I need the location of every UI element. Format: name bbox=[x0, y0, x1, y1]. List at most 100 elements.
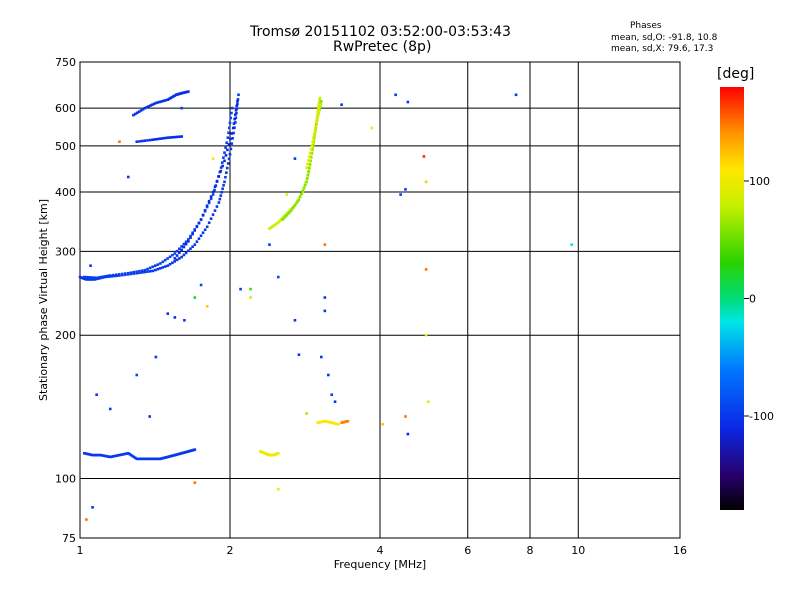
trace-point bbox=[195, 225, 199, 229]
trace-point bbox=[146, 267, 149, 271]
trace-point bbox=[107, 455, 110, 458]
trace-point bbox=[225, 141, 229, 144]
trace-point bbox=[209, 195, 213, 198]
scatter-point bbox=[249, 287, 252, 291]
trace-point bbox=[209, 197, 213, 201]
trace-point bbox=[187, 238, 190, 241]
trace-point bbox=[135, 140, 139, 144]
trace-point bbox=[148, 266, 152, 270]
trace-point bbox=[292, 205, 295, 209]
trace-point bbox=[145, 105, 149, 109]
trace-point bbox=[172, 95, 175, 98]
trace-point bbox=[154, 101, 158, 105]
chart-title: Tromsø 20151102 03:52:00-03:53:43 bbox=[250, 24, 511, 40]
scatter-point bbox=[406, 432, 410, 436]
trace-point bbox=[160, 100, 164, 103]
trace-point bbox=[234, 121, 237, 124]
trace-point bbox=[300, 192, 303, 196]
trace-point bbox=[158, 266, 162, 270]
trace-point bbox=[166, 257, 169, 260]
trace-point bbox=[186, 249, 190, 253]
trace-point bbox=[189, 236, 192, 240]
scatter-point bbox=[118, 140, 121, 144]
trace-point bbox=[173, 135, 177, 139]
trace-point bbox=[105, 455, 109, 458]
scatter-point bbox=[426, 400, 430, 404]
trace-point bbox=[143, 457, 147, 461]
trace-point bbox=[222, 184, 225, 187]
trace-point bbox=[284, 213, 287, 217]
trace-point bbox=[230, 106, 234, 110]
trace-point bbox=[116, 454, 120, 457]
trace-point bbox=[139, 457, 143, 461]
trace-point bbox=[207, 199, 211, 203]
trace-point bbox=[114, 273, 118, 277]
scatter-point bbox=[570, 243, 573, 246]
trace-point bbox=[284, 215, 287, 218]
trace-point bbox=[158, 100, 162, 104]
trace-point bbox=[86, 278, 90, 281]
scatter-point bbox=[327, 373, 330, 377]
scatter-point bbox=[205, 305, 209, 308]
trace-point bbox=[140, 457, 144, 461]
trace-point bbox=[146, 139, 149, 142]
trace-point bbox=[290, 207, 294, 211]
trace-point bbox=[178, 257, 181, 260]
phases-stats-x-mode: mean, sd,X: 79.6, 17.3 bbox=[611, 44, 714, 54]
trace-point bbox=[302, 186, 306, 190]
trace-point bbox=[171, 136, 174, 139]
trace-point bbox=[276, 221, 280, 224]
scatter-point bbox=[166, 312, 170, 315]
trace-point bbox=[219, 166, 223, 169]
trace-point bbox=[282, 215, 286, 218]
trace-point bbox=[85, 452, 89, 456]
trace-point bbox=[235, 111, 238, 115]
scatter-point bbox=[422, 155, 426, 158]
scatter-point bbox=[394, 93, 397, 97]
trace-point bbox=[301, 189, 305, 193]
trace-point bbox=[275, 222, 279, 225]
trace-point bbox=[135, 111, 139, 115]
trace-point bbox=[228, 121, 232, 125]
y-tick-label: 75 bbox=[62, 532, 76, 545]
trace-point bbox=[293, 204, 297, 207]
trace-point bbox=[312, 132, 316, 136]
trace-point bbox=[161, 137, 165, 140]
trace-point bbox=[193, 448, 197, 451]
trace-point bbox=[132, 113, 135, 117]
trace-point bbox=[318, 107, 321, 111]
scatter-point bbox=[323, 296, 327, 299]
trace-point bbox=[90, 278, 94, 281]
trace-point bbox=[180, 135, 184, 138]
trace-point bbox=[147, 457, 151, 461]
trace-point bbox=[217, 201, 221, 204]
scatter-point bbox=[173, 316, 177, 319]
trace-point bbox=[218, 197, 222, 201]
scatter-point bbox=[323, 243, 327, 246]
trace-point bbox=[312, 136, 315, 140]
trace-point bbox=[134, 112, 137, 116]
phases-stats-o-mode: mean, sd,O: -91.8, 10.8 bbox=[611, 33, 718, 43]
trace-point bbox=[315, 118, 319, 121]
trace-point bbox=[223, 159, 226, 163]
scatter-point bbox=[404, 188, 407, 191]
trace-point bbox=[213, 185, 217, 189]
trace-point bbox=[227, 126, 231, 130]
trace-point bbox=[223, 180, 226, 184]
x-tick-label: 6 bbox=[464, 544, 471, 557]
trace-point bbox=[171, 253, 174, 257]
scatter-point bbox=[276, 487, 280, 491]
trace-point bbox=[309, 159, 312, 163]
trace-point bbox=[146, 457, 149, 461]
trace-point bbox=[121, 453, 124, 456]
scatter-point bbox=[404, 415, 407, 418]
trace-point bbox=[150, 457, 153, 461]
trace-point bbox=[168, 255, 172, 259]
trace-point bbox=[191, 231, 194, 235]
trace-point bbox=[289, 208, 293, 211]
trace-point bbox=[268, 227, 271, 230]
trace-point bbox=[314, 121, 318, 124]
data-points bbox=[78, 90, 573, 521]
trace-point bbox=[226, 162, 230, 165]
